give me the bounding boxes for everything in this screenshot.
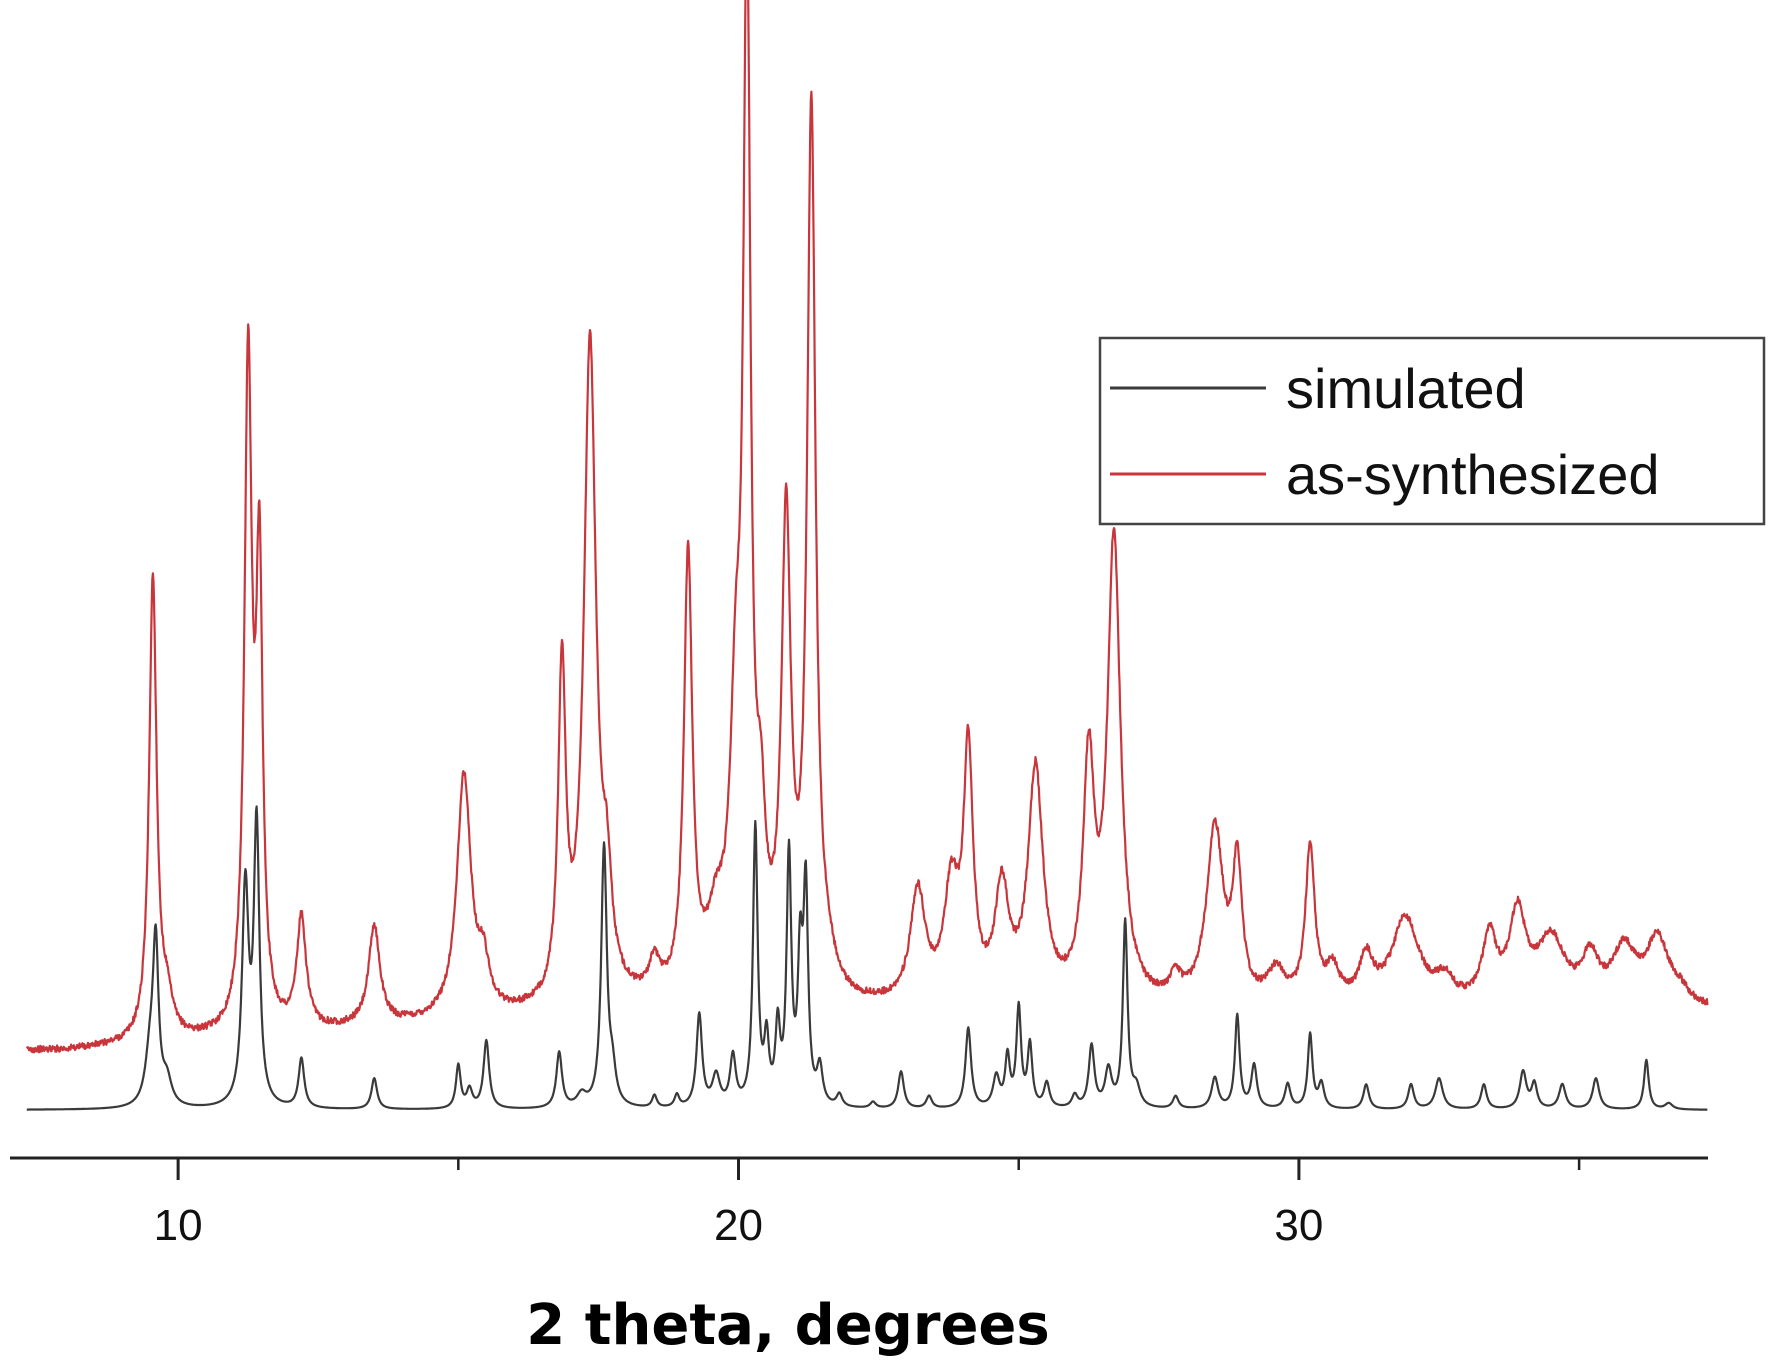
legend-box: [1098, 336, 1766, 526]
x-tick-label-10: 10: [154, 1201, 203, 1250]
legend: simulated as-synthesized: [1098, 336, 1766, 526]
legend-label-simulated: simulated: [1286, 357, 1526, 420]
x-tick-label-20: 20: [714, 1201, 763, 1250]
x-tick-label-30: 30: [1274, 1201, 1323, 1250]
series-line-as-synthesized: [25, 0, 1709, 1054]
x-ticks: 10 20 30: [154, 1158, 1581, 1250]
series-line-simulated: [26, 805, 1708, 1111]
x-axis-label: 2 theta, degrees: [526, 1293, 1049, 1358]
legend-label-as-synthesized: as-synthesized: [1286, 443, 1660, 506]
series-layer: [25, 0, 1709, 1111]
